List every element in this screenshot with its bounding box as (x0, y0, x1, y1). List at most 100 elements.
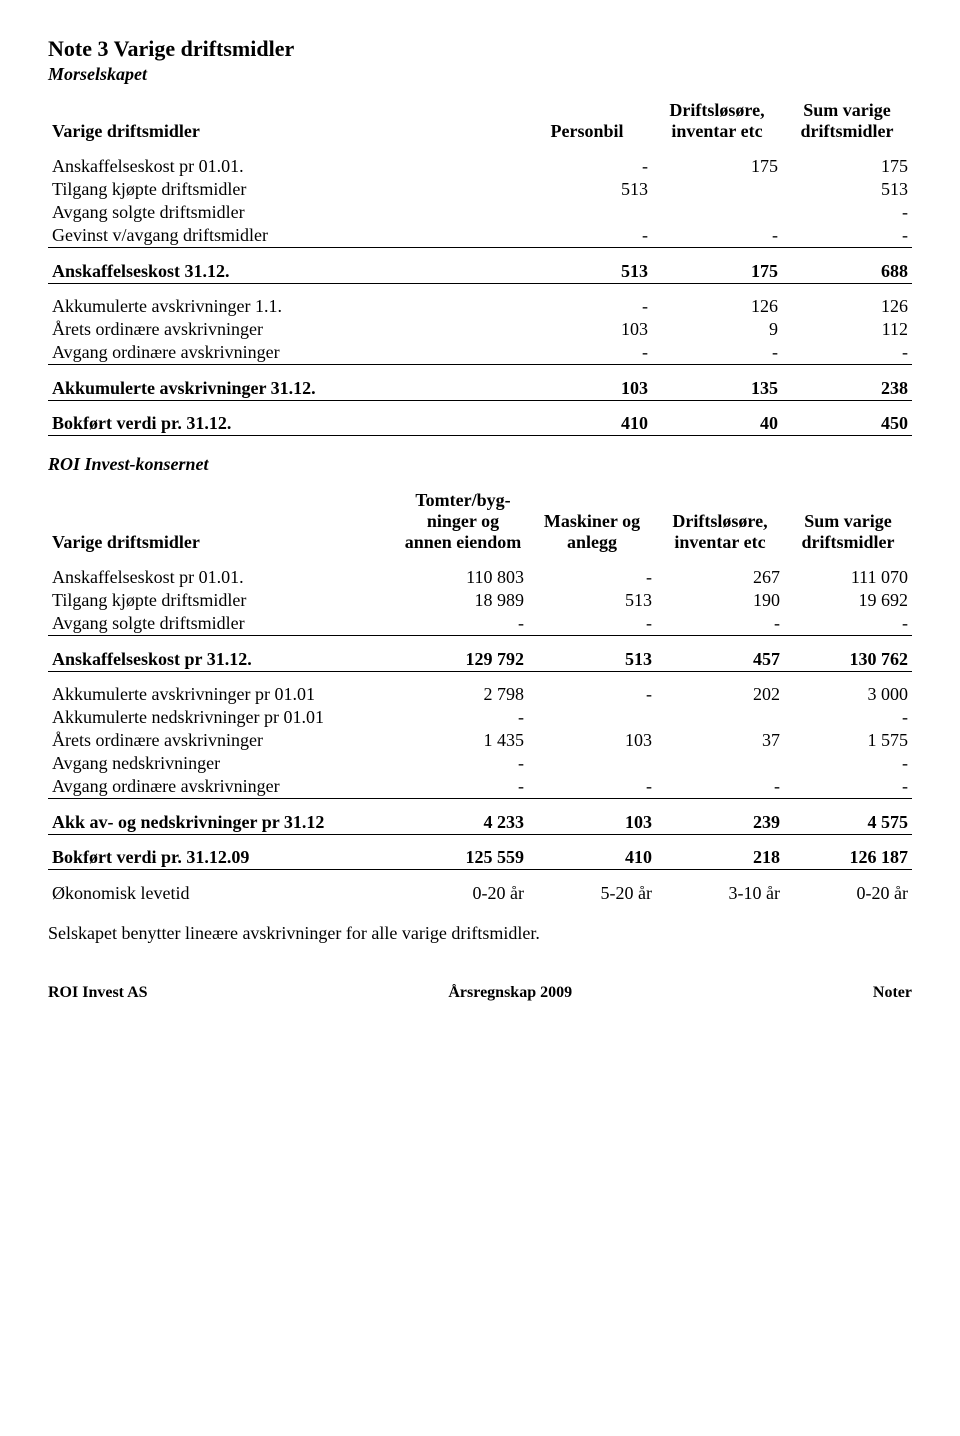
table-row: Akkumulerte avskrivninger pr 01.01 2 798… (48, 683, 912, 706)
col-header: Sum varige driftsmidler (784, 489, 912, 554)
cell: 4 575 (784, 811, 912, 835)
cell: 112 (782, 318, 912, 341)
cell: 130 762 (784, 648, 912, 672)
row-label: Akkumulerte avskrivninger pr 01.01 (48, 683, 398, 706)
cell: - (784, 612, 912, 636)
cell: 111 070 (784, 566, 912, 589)
cell: 457 (656, 648, 784, 672)
cell: 4 233 (398, 811, 528, 835)
table-group: Varige driftsmidler Tomter/byg-ninger og… (48, 489, 912, 905)
cell: - (528, 683, 656, 706)
row-label: Tilgang kjøpte driftsmidler (48, 589, 398, 612)
cell: 3-10 år (656, 882, 784, 905)
cell: 103 (528, 811, 656, 835)
row-label: Avgang nedskrivninger (48, 752, 398, 775)
cell: - (656, 775, 784, 799)
cell: 513 (782, 178, 912, 201)
table-row: Avgang solgte driftsmidler - - - - (48, 612, 912, 636)
cell: 175 (782, 155, 912, 178)
table-row-subtotal: Akk av- og nedskrivninger pr 31.12 4 233… (48, 811, 912, 835)
footer-left: ROI Invest AS (48, 984, 148, 1002)
cell: - (784, 752, 912, 775)
cell: - (782, 224, 912, 248)
cell: 513 (522, 178, 652, 201)
col-header: Varige driftsmidler (48, 489, 398, 554)
cell (652, 178, 782, 201)
row-label: Akkumulerte avskrivninger 31.12. (48, 377, 522, 401)
col-header: Driftsløsøre, inventar etc (652, 99, 782, 143)
col-header: Varige driftsmidler (48, 99, 522, 143)
table-row-total: Bokført verdi pr. 31.12. 410 40 450 (48, 412, 912, 436)
group-heading: ROI Invest-konsernet (48, 454, 912, 475)
col-header: Driftsløsøre, inventar etc (656, 489, 784, 554)
cell (528, 752, 656, 775)
cell: 202 (656, 683, 784, 706)
col-header: Personbil (522, 99, 652, 143)
col-header: Tomter/byg-ninger og annen eiendom (398, 489, 528, 554)
table-row: Årets ordinære avskrivninger 1 435 103 3… (48, 729, 912, 752)
row-label: Årets ordinære avskrivninger (48, 318, 522, 341)
cell: 410 (522, 412, 652, 436)
cell: - (784, 706, 912, 729)
cell: 1 575 (784, 729, 912, 752)
cell: - (398, 775, 528, 799)
cell: 513 (522, 260, 652, 284)
closing-note: Selskapet benytter lineære avskrivninger… (48, 923, 912, 944)
table-row: Avgang nedskrivninger - - (48, 752, 912, 775)
row-label: Avgang solgte driftsmidler (48, 612, 398, 636)
table-row-subtotal: Anskaffelseskost pr 31.12. 129 792 513 4… (48, 648, 912, 672)
row-label: Akkumulerte nedskrivninger pr 01.01 (48, 706, 398, 729)
table-row: Anskaffelseskost pr 01.01. 110 803 - 267… (48, 566, 912, 589)
table-parent: Varige driftsmidler Personbil Driftsløsø… (48, 99, 912, 436)
cell: - (656, 612, 784, 636)
cell: 0-20 år (784, 882, 912, 905)
cell: 37 (656, 729, 784, 752)
table-row: Tilgang kjøpte driftsmidler 18 989 513 1… (48, 589, 912, 612)
cell: 103 (528, 729, 656, 752)
note-title: Note 3 Varige driftsmidler (48, 36, 912, 62)
cell: 18 989 (398, 589, 528, 612)
cell (656, 752, 784, 775)
cell: - (522, 155, 652, 178)
col-header: Maskiner og anlegg (528, 489, 656, 554)
cell (652, 201, 782, 224)
cell: 267 (656, 566, 784, 589)
cell: 239 (656, 811, 784, 835)
cell: 126 187 (784, 846, 912, 870)
table-row-total: Bokført verdi pr. 31.12.09 125 559 410 2… (48, 846, 912, 870)
table-row: Avgang ordinære avskrivninger - - - (48, 341, 912, 365)
cell: 218 (656, 846, 784, 870)
row-label: Avgang ordinære avskrivninger (48, 775, 398, 799)
row-label: Anskaffelseskost pr 01.01. (48, 155, 522, 178)
cell: 450 (782, 412, 912, 436)
page-footer: ROI Invest AS Årsregnskap 2009 Noter (48, 984, 912, 1002)
cell: 129 792 (398, 648, 528, 672)
row-label: Bokført verdi pr. 31.12.09 (48, 846, 398, 870)
cell: 3 000 (784, 683, 912, 706)
row-label: Avgang solgte driftsmidler (48, 201, 522, 224)
cell: - (652, 224, 782, 248)
row-label: Avgang ordinære avskrivninger (48, 341, 522, 365)
cell: 513 (528, 648, 656, 672)
cell: 688 (782, 260, 912, 284)
cell: 238 (782, 377, 912, 401)
table-row-subtotal: Akkumulerte avskrivninger 31.12. 103 135… (48, 377, 912, 401)
cell: 1 435 (398, 729, 528, 752)
cell: - (782, 201, 912, 224)
cell: 190 (656, 589, 784, 612)
parent-company-heading: Morselskapet (48, 64, 912, 85)
cell (522, 201, 652, 224)
cell: - (398, 706, 528, 729)
cell: - (784, 775, 912, 799)
cell: - (528, 566, 656, 589)
row-label: Akk av- og nedskrivninger pr 31.12 (48, 811, 398, 835)
cell: - (522, 224, 652, 248)
cell: 103 (522, 318, 652, 341)
table-row: Tilgang kjøpte driftsmidler 513 513 (48, 178, 912, 201)
cell: 513 (528, 589, 656, 612)
cell: 19 692 (784, 589, 912, 612)
cell (656, 706, 784, 729)
footer-center: Årsregnskap 2009 (448, 984, 572, 1002)
table-row: Gevinst v/avgang driftsmidler - - - (48, 224, 912, 248)
cell: 125 559 (398, 846, 528, 870)
